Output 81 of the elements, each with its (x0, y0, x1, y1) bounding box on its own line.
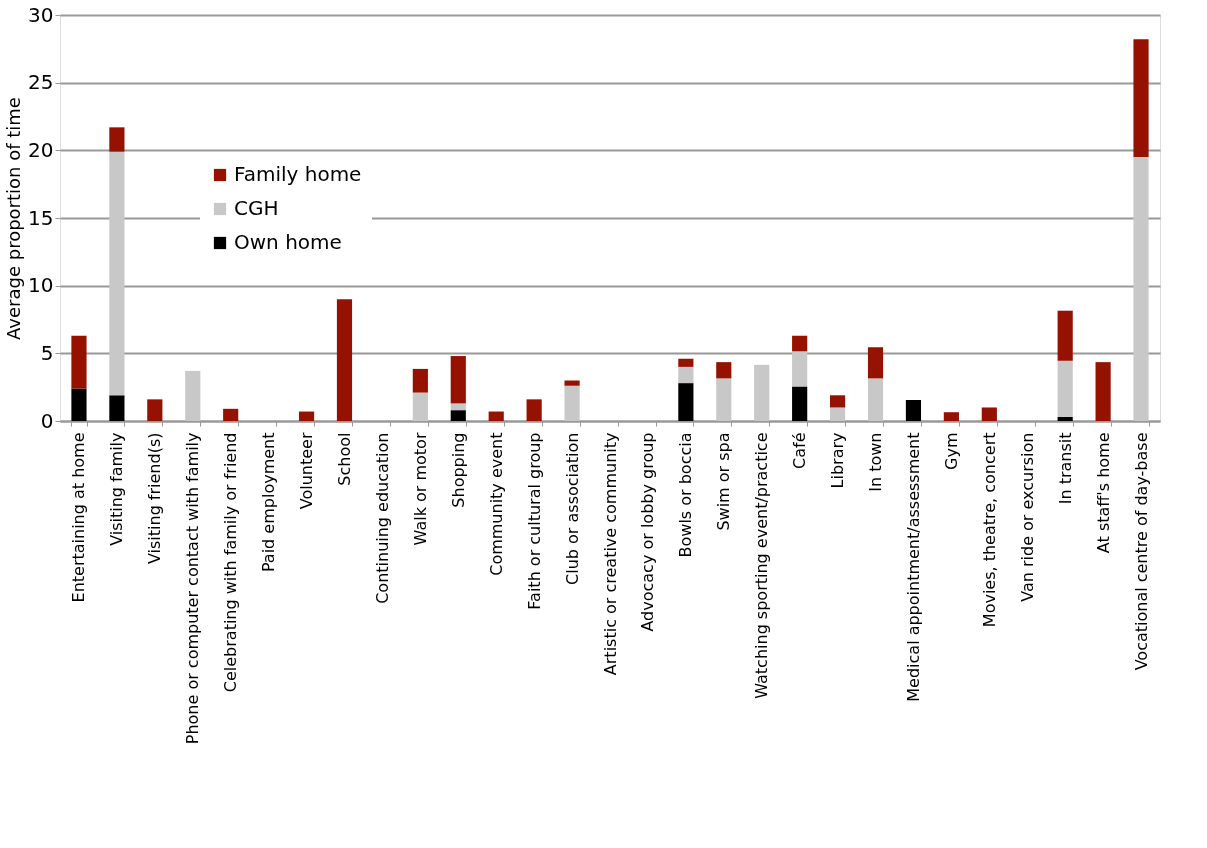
x-tick-label: Van ride or excursion (1017, 432, 1037, 602)
bar (412, 392, 428, 421)
bar (564, 385, 580, 421)
x-tick-label: Advocacy or lobby group (638, 432, 658, 632)
bar (678, 366, 694, 384)
x-tick-label: Library (828, 432, 848, 489)
x-tick-label: Paid employment (259, 432, 279, 573)
y-tick-label: 0 (40, 408, 54, 433)
x-tick-label: Continuing education (372, 432, 392, 604)
x-tick-label: Watching sporting event/practice (752, 432, 772, 699)
bar (450, 403, 466, 411)
bar (109, 395, 125, 421)
bar (1133, 157, 1149, 421)
bar (412, 368, 428, 393)
bar (1057, 360, 1073, 417)
bar (71, 388, 87, 421)
bar (109, 127, 125, 152)
bar (754, 364, 770, 421)
bar (450, 356, 466, 404)
legend-label: CGH (234, 196, 279, 220)
bar (830, 395, 846, 408)
x-tick-label: Walk or motor (410, 432, 430, 546)
x-tick-label: Volunteer (297, 432, 317, 510)
y-tick-label: 25 (28, 70, 54, 95)
legend-label: Family home (234, 162, 362, 186)
bar (716, 362, 732, 379)
bar (792, 335, 808, 352)
x-tick-label: Movies, theatre, concert (979, 432, 999, 628)
bar (1133, 39, 1149, 158)
x-tick-label: Medical appointment/assessment (903, 432, 923, 702)
bar (223, 408, 239, 421)
x-tick-label: Artistic or creative community (600, 432, 620, 676)
bar (185, 370, 201, 421)
bar (147, 399, 163, 421)
bar (867, 347, 884, 379)
x-tick-label: Entertaining at home (69, 432, 89, 603)
y-tick-label: 5 (40, 340, 54, 365)
bar (488, 411, 504, 421)
legend-label: Own home (234, 230, 342, 254)
bar (336, 299, 353, 421)
y-tick-label: 20 (28, 137, 54, 162)
y-tick-label: 30 (28, 2, 54, 27)
bar (526, 399, 542, 421)
bar (450, 410, 466, 421)
x-tick-label: Phone or computer contact with family (183, 432, 203, 745)
x-tick-label: Visiting family (107, 432, 127, 546)
bar (981, 407, 997, 421)
x-tick-label: Vocational centre of day-base (1131, 432, 1151, 671)
y-tick-label: 10 (28, 273, 54, 298)
x-tick-label: Community event (486, 432, 506, 576)
x-tick-label: In town (866, 432, 886, 492)
bar (298, 411, 315, 421)
x-tick-label: School (334, 432, 354, 486)
bar (867, 378, 884, 421)
bar (905, 400, 922, 421)
bar (792, 351, 808, 387)
x-tick-label: Faith or cultural group (524, 432, 544, 610)
bar (71, 335, 87, 389)
x-tick-label: In transit (1055, 432, 1075, 505)
bar (1057, 310, 1073, 361)
bar (716, 378, 732, 421)
bar (830, 407, 846, 421)
bar (1057, 416, 1073, 421)
x-tick-label: Café (790, 432, 810, 469)
bar (943, 412, 959, 421)
bar (792, 386, 808, 421)
y-axis-title: Average proportion of time (3, 97, 25, 340)
x-tick-label: Bowls or boccia (676, 432, 696, 558)
x-tick-label: Celebrating with family or friend (221, 432, 241, 693)
bar (109, 151, 125, 396)
bar (678, 383, 694, 421)
x-tick-label: Club or association (562, 432, 582, 585)
x-tick-label: Gym (941, 432, 961, 470)
x-tick-label: At staff's home (1093, 432, 1113, 554)
y-tick-label: 15 (28, 205, 54, 230)
x-tick-label: Shopping (448, 432, 468, 508)
bar (564, 380, 580, 386)
x-tick-label: Swim or spa (714, 432, 734, 531)
x-tick-label: Visiting friend(s) (145, 432, 165, 565)
bar (678, 358, 694, 367)
bar (1095, 362, 1111, 421)
